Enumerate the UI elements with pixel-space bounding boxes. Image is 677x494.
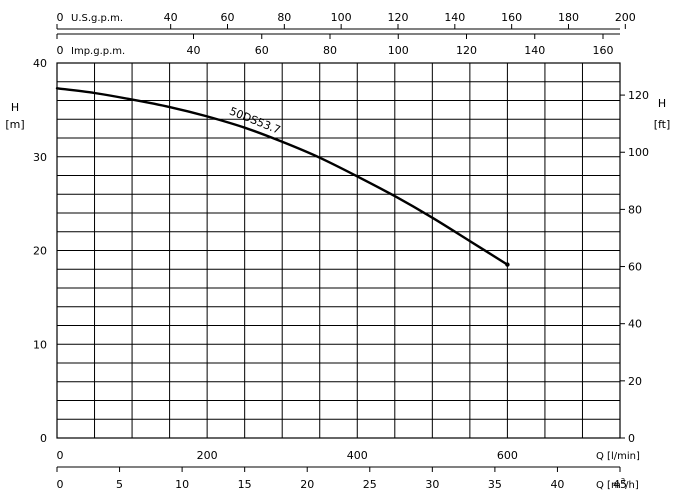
x-bottom-2-tick-label: 10: [175, 478, 189, 491]
bottom-axis-2-label: Q [m3/h]: [596, 477, 639, 491]
x-bottom-2-tick-label: 20: [300, 478, 314, 491]
y-right-tick-label: 120: [628, 89, 649, 102]
y-left-tick-label: 10: [33, 338, 47, 351]
x-top-1-tick-label: 0: [57, 11, 64, 24]
y-left-label-line-2: [m]: [5, 118, 24, 131]
x-top-1-tick-label: 200: [615, 11, 636, 24]
x-bottom-1-tick-label: 600: [497, 449, 518, 462]
x-bottom-2-tick-label: 25: [363, 478, 377, 491]
x-bottom-2-tick-label: 45: [613, 478, 627, 491]
x-bottom-2-tick-label: 35: [488, 478, 502, 491]
bottom-axis-1-label: Q [l/min]: [596, 451, 640, 462]
bottom-scales: Q [l/min] Q [m3/h]: [57, 451, 640, 491]
x-top-1-tick-label: 140: [444, 11, 465, 24]
x-bottom-1-tick-label: 200: [197, 449, 218, 462]
x-top-1-tick-label: 100: [331, 11, 352, 24]
y-right-label-line-2: [ft]: [654, 118, 671, 131]
series-curve: [55, 87, 509, 266]
x-bottom-2-tick-label: 40: [550, 478, 564, 491]
y-left-tick-label: 20: [33, 245, 47, 258]
series-layer: 50DS53.7: [55, 87, 510, 267]
y-left-tick-label: 30: [33, 151, 47, 164]
y-right-tick-label: 20: [628, 375, 642, 388]
y-right-tick-label: 40: [628, 318, 642, 331]
x-top-1-tick-label: 60: [220, 11, 234, 24]
x-bottom-2-tick-label: 30: [425, 478, 439, 491]
y-left-tick-label: 40: [33, 57, 47, 70]
grid: [57, 63, 620, 438]
x-top-2-tick-label: 80: [323, 44, 337, 57]
y-left-label-line-1: H: [11, 101, 19, 114]
x-bottom-2-tick-label: 15: [238, 478, 252, 491]
y-right-tick-label: 0: [628, 432, 635, 445]
x-bottom-2-tick-label: 5: [116, 478, 123, 491]
plot-frame: [56, 62, 621, 439]
y-right-tick-label: 100: [628, 146, 649, 159]
y-left-tick-label: 0: [40, 432, 47, 445]
x-bottom-1-tick-label: 0: [57, 449, 64, 462]
y-right-tick-label: 60: [628, 261, 642, 274]
top-axis-1-label: U.S.g.p.m.: [71, 13, 123, 24]
x-bottom-2-tick-label: 0: [57, 478, 64, 491]
x-top-2-tick-label: 120: [456, 44, 477, 57]
x-bottom-1-tick-label: 400: [347, 449, 368, 462]
top-axis-2-label: Imp.g.p.m.: [71, 46, 125, 57]
x-top-1-tick-label: 80: [277, 11, 291, 24]
x-top-1-tick-label: 40: [164, 11, 178, 24]
x-top-1-tick-label: 180: [558, 11, 579, 24]
y-right-label-line-1: H: [658, 97, 666, 110]
y-right-tick-label: 80: [628, 203, 642, 216]
x-top-2-tick-label: 100: [388, 44, 409, 57]
x-top-2-tick-label: 60: [255, 44, 269, 57]
x-top-1-tick-label: 120: [387, 11, 408, 24]
x-top-2-tick-label: 40: [187, 44, 201, 57]
x-top-2-tick-label: 160: [593, 44, 614, 57]
x-top-2-tick-label: 140: [524, 44, 545, 57]
series-end-point: [505, 262, 510, 267]
x-top-2-tick-label: 0: [57, 44, 64, 57]
top-scales: U.S.g.p.m. Imp.g.p.m.: [57, 13, 620, 57]
x-top-1-tick-label: 160: [501, 11, 522, 24]
